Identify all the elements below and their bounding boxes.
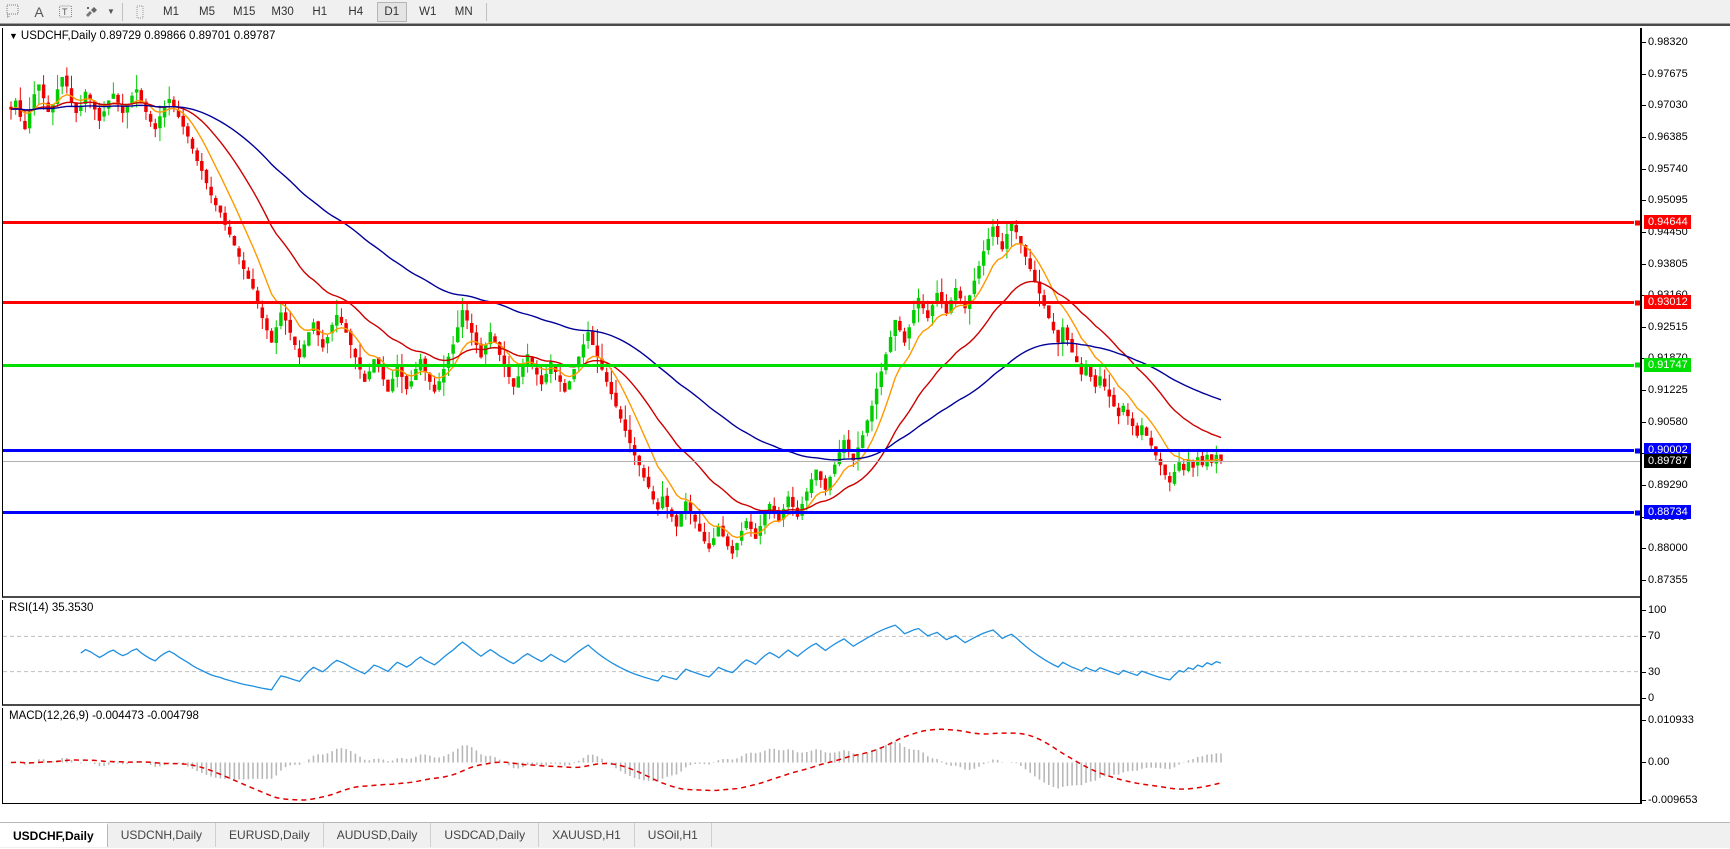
chart-frame: ▼ USDCHF,Daily 0.89729 0.89866 0.89701 0.… bbox=[0, 24, 1730, 848]
objects-icon[interactable] bbox=[78, 1, 104, 23]
ma-slow-line bbox=[10, 104, 1222, 461]
resistance-1-anchor[interactable] bbox=[1634, 219, 1640, 227]
rsi-tick: 30 bbox=[1641, 665, 1661, 678]
period-separator-icon bbox=[127, 1, 153, 23]
timeframe-mn[interactable]: MN bbox=[454, 5, 473, 18]
timeframe-d1[interactable]: D1 bbox=[376, 1, 407, 22]
macd-histogram bbox=[14, 741, 1222, 789]
period-glyph bbox=[136, 5, 143, 18]
last-price-line[interactable] bbox=[3, 460, 1640, 462]
chart-tab-xauusd-h1[interactable]: XAUUSD,H1 bbox=[539, 823, 635, 847]
ma-mid-line bbox=[10, 101, 1222, 512]
toolbar-divider-2 bbox=[485, 2, 487, 21]
objects-glyph bbox=[86, 7, 97, 17]
resistance-2-anchor[interactable] bbox=[1634, 299, 1640, 307]
rsi-chart-canvas bbox=[3, 624, 1640, 691]
price-tick: 0.88000 bbox=[1642, 542, 1688, 555]
main-pane-label: ▼ USDCHF,Daily 0.89729 0.89866 0.89701 0.… bbox=[9, 30, 276, 42]
resistance-1-badge[interactable]: 0.94644 bbox=[1644, 215, 1691, 230]
price-tick: 0.98320 bbox=[1642, 36, 1688, 48]
price-tick: 0.92515 bbox=[1642, 320, 1688, 333]
main-price-pane[interactable]: ▼ USDCHF,Daily 0.89729 0.89866 0.89701 0.… bbox=[2, 28, 1640, 598]
macd-signal-line bbox=[10, 728, 1222, 801]
timeframe-m15[interactable]: M15 bbox=[233, 5, 256, 18]
price-tick: 0.91225 bbox=[1642, 384, 1688, 397]
resistance-2-line[interactable] bbox=[3, 299, 1640, 307]
macd-pane-label: MACD(12,26,9) -0.004473 -0.004798 bbox=[9, 710, 199, 722]
chart-tab-usdcnh-daily[interactable]: USDCNH,Daily bbox=[108, 823, 217, 847]
crosshair-grid-icon[interactable]: F bbox=[0, 1, 26, 23]
macd-tick: 0.00 bbox=[1641, 756, 1670, 769]
pane-collapse-icon[interactable]: ▼ bbox=[9, 31, 18, 41]
timeframe-m30[interactable]: M30 bbox=[271, 5, 294, 18]
support-1-anchor[interactable] bbox=[1634, 447, 1640, 455]
rsi-tick: 100 bbox=[1641, 604, 1667, 616]
svg-text:T: T bbox=[62, 7, 68, 17]
text-label-icon[interactable]: A bbox=[34, 3, 44, 20]
last-price-badge[interactable]: 0.89787 bbox=[1644, 453, 1691, 468]
macd-pane[interactable]: MACD(12,26,9) -0.004473 -0.004798 bbox=[2, 708, 1640, 804]
macd-tick: 0.010933 bbox=[1642, 714, 1694, 726]
price-tick: 0.90580 bbox=[1642, 415, 1688, 428]
price-tick: 0.87355 bbox=[1642, 574, 1688, 586]
macd-chart-canvas bbox=[10, 728, 1222, 801]
rsi-tick: 70 bbox=[1641, 630, 1661, 643]
pivot-line[interactable] bbox=[3, 361, 1640, 369]
support-1-badge[interactable]: 0.90002 bbox=[1644, 443, 1691, 458]
chart-tab-audusd-daily[interactable]: AUDUSD,Daily bbox=[324, 823, 432, 847]
support-1-line[interactable] bbox=[3, 447, 1640, 455]
price-tick: 0.89290 bbox=[1642, 479, 1688, 492]
rsi-tick: 0 bbox=[1641, 692, 1655, 704]
price-tick: 0.95095 bbox=[1642, 194, 1688, 207]
chart-tab-usdchf-daily[interactable]: USDCHF,Daily bbox=[0, 823, 108, 847]
chart-tab-eurusd-daily[interactable]: EURUSD,Daily bbox=[216, 823, 324, 847]
pivot-anchor[interactable] bbox=[1634, 361, 1640, 369]
timeframe-h4[interactable]: H4 bbox=[348, 5, 364, 18]
text-box-icon[interactable]: T bbox=[52, 1, 78, 23]
price-tick: 0.93805 bbox=[1642, 257, 1688, 270]
price-tick: 0.96385 bbox=[1642, 130, 1688, 143]
chart-tab-bar: USDCHF,Daily USDCNH,Daily EURUSD,Daily AUDU… bbox=[0, 822, 1730, 847]
support-2-badge[interactable]: 0.88734 bbox=[1644, 505, 1691, 520]
toolbar-divider bbox=[122, 2, 123, 21]
price-axis[interactable]: 0.98320 0.97675 0.97030 0.96385 0.95740 0.950… bbox=[1640, 28, 1730, 806]
chart-tab-usoil-h1[interactable]: USOil,H1 bbox=[635, 823, 712, 847]
svg-text:F: F bbox=[7, 14, 10, 19]
ma-fast-line bbox=[10, 93, 1222, 539]
rsi-line bbox=[80, 624, 1222, 691]
resistance-1-line[interactable] bbox=[3, 219, 1640, 227]
timeframe-m5[interactable]: M5 bbox=[199, 5, 215, 18]
price-tick: 0.95740 bbox=[1642, 162, 1688, 175]
text-box-glyph: T bbox=[58, 5, 72, 18]
grid-glyph: F bbox=[6, 4, 18, 19]
chevron-down-icon[interactable]: ▼ bbox=[107, 7, 115, 16]
price-tick: 0.97030 bbox=[1642, 99, 1688, 112]
timeframe-h1[interactable]: H1 bbox=[312, 5, 328, 18]
pivot-badge[interactable]: 0.91747 bbox=[1644, 357, 1691, 372]
top-toolbar: F A T ▼ M1 M5 M15 M30 H1 H4 D1 W1 MN bbox=[0, 0, 1730, 24]
rsi-pane-label: RSI(14) 35.3530 bbox=[9, 602, 94, 614]
resistance-2-badge[interactable]: 0.93012 bbox=[1644, 295, 1691, 310]
timeframe-group: M1 M5 M15 M30 H1 H4 D1 W1 MN bbox=[153, 1, 482, 22]
rsi-pane[interactable]: RSI(14) 35.3530 bbox=[2, 600, 1640, 706]
macd-tick: -0.009653 bbox=[1642, 794, 1698, 806]
support-2-line[interactable] bbox=[3, 509, 1640, 517]
timeframe-w1[interactable]: W1 bbox=[419, 5, 437, 18]
chart-tab-usdcad-daily[interactable]: USDCAD,Daily bbox=[431, 823, 540, 847]
timeframe-m1[interactable]: M1 bbox=[163, 5, 179, 18]
candlestick-series bbox=[9, 67, 1223, 560]
support-2-anchor[interactable] bbox=[1634, 509, 1640, 517]
price-tick: 0.97675 bbox=[1642, 67, 1688, 80]
